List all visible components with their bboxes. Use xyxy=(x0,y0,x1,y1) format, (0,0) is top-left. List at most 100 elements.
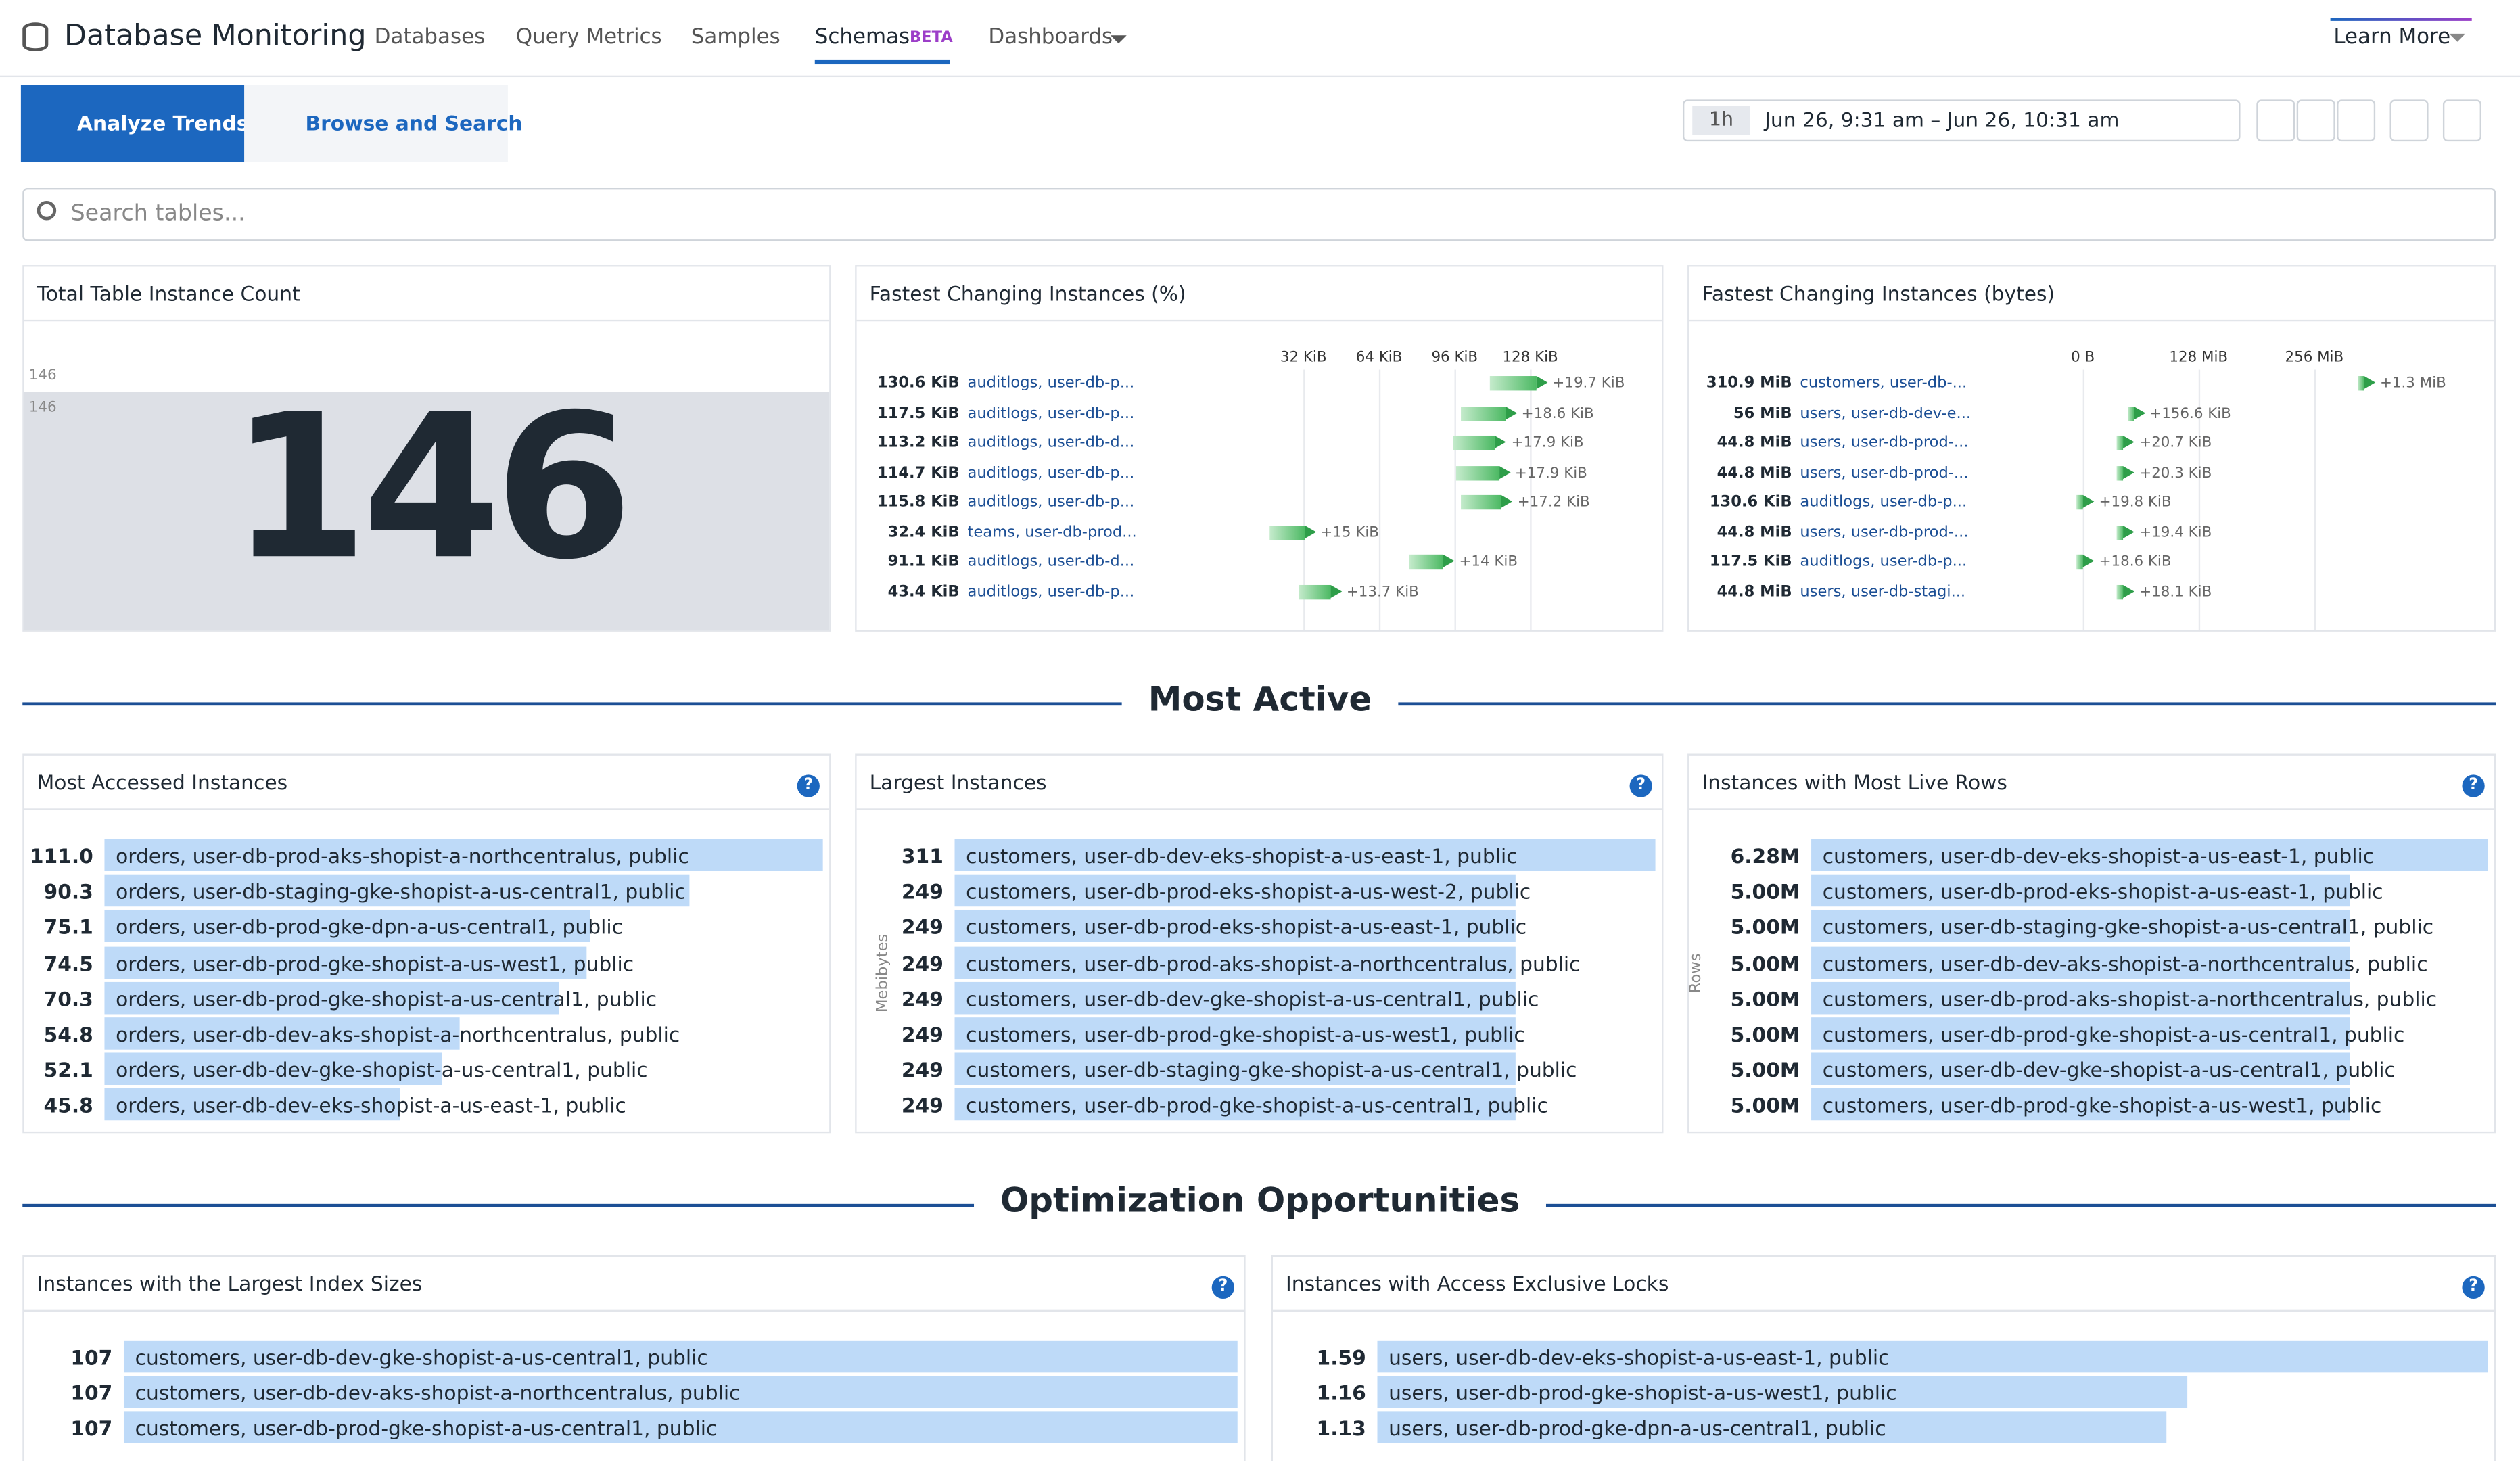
change-bar xyxy=(1460,494,1501,510)
value-label: 5.00M xyxy=(1730,1058,1800,1082)
bar-label[interactable]: customers, user-db-dev-aks-shopist-a-nor… xyxy=(1822,950,2428,975)
time-picker[interactable] xyxy=(1682,99,2241,142)
help-icon[interactable]: ? xyxy=(2462,774,2485,797)
nav-item[interactable]: Schemas xyxy=(814,26,910,50)
nav-item[interactable]: Samples xyxy=(691,26,780,50)
search-box[interactable] xyxy=(22,188,2496,241)
bar-label[interactable]: orders, user-db-dev-gke-shopist-a-us-cen… xyxy=(116,1058,648,1082)
value-label: 249 xyxy=(901,879,943,904)
size-label: 114.7 KiB xyxy=(877,463,960,482)
widget-title: Instances with Most Live Rows xyxy=(1689,756,2494,810)
bar xyxy=(1377,1376,2188,1409)
bar xyxy=(104,1017,459,1050)
time-control[interactable] xyxy=(2442,99,2481,142)
instance-name[interactable]: auditlogs, user-db-p... xyxy=(967,582,1135,601)
widget: Instances with Most Live Rows? Rows 6.28M c… xyxy=(1687,753,2496,1134)
bar-label[interactable]: customers, user-db-prod-gke-shopist-a-us… xyxy=(135,1416,718,1441)
time-control[interactable] xyxy=(2389,99,2429,142)
bar-label[interactable]: customers, user-db-staging-gke-shopist-a… xyxy=(1822,915,2434,940)
help-icon[interactable]: ? xyxy=(1211,1276,1234,1299)
change-bar xyxy=(1409,554,1443,570)
bar-label[interactable]: customers, user-db-prod-gke-shopist-a-us… xyxy=(966,1093,1548,1118)
value-label: 1.59 xyxy=(1316,1345,1366,1370)
size-label: 113.2 KiB xyxy=(877,434,960,452)
bar-label[interactable]: customers, user-db-dev-gke-shopist-a-us-… xyxy=(966,986,1539,1011)
change-label: +17.2 KiB xyxy=(1517,494,1590,511)
change-arrow xyxy=(1304,524,1316,538)
bar-label[interactable]: orders, user-db-prod-gke-shopist-a-us-ce… xyxy=(116,986,657,1011)
bar-label[interactable]: customers, user-db-staging-gke-shopist-a… xyxy=(966,1058,1577,1082)
size-label: 44.8 MiB xyxy=(1717,523,1792,541)
bar-label[interactable]: orders, user-db-prod-aks-shopist-a-north… xyxy=(116,843,689,868)
bar-label[interactable]: users, user-db-dev-eks-shopist-a-us-east… xyxy=(1389,1345,1890,1370)
value-label: 90.3 xyxy=(43,879,93,904)
instance-name[interactable]: customers, user-db-... xyxy=(1800,374,1967,392)
bar-label[interactable]: customers, user-db-dev-aks-shopist-a-nor… xyxy=(135,1381,741,1406)
value-label: 107 xyxy=(70,1345,113,1370)
bar-label[interactable]: orders, user-db-dev-aks-shopist-a-northc… xyxy=(116,1022,680,1046)
value-label: 5.00M xyxy=(1730,950,1800,975)
instance-name[interactable]: users, user-db-prod-... xyxy=(1800,523,1969,541)
bar-label[interactable]: customers, user-db-dev-eks-shopist-a-us-… xyxy=(1822,843,2375,868)
bar-label[interactable]: orders, user-db-dev-eks-shopist-a-us-eas… xyxy=(116,1093,626,1118)
bar-label[interactable]: customers, user-db-prod-gke-shopist-a-us… xyxy=(1822,1022,2405,1046)
instance-name[interactable]: users, user-db-stagi... xyxy=(1800,582,1966,601)
instance-name[interactable]: auditlogs, user-db-p... xyxy=(967,493,1135,511)
bar-label[interactable]: customers, user-db-prod-aks-shopist-a-no… xyxy=(966,950,1581,975)
bar-label[interactable]: customers, user-db-prod-eks-shopist-a-us… xyxy=(966,879,1531,904)
instance-name[interactable]: auditlogs, user-db-d... xyxy=(967,434,1135,452)
bar xyxy=(1811,1088,2350,1121)
bar-label[interactable]: customers, user-db-dev-eks-shopist-a-us-… xyxy=(966,843,1518,868)
bar-label[interactable]: users, user-db-prod-gke-dpn-a-us-central… xyxy=(1389,1416,1886,1441)
bar-label[interactable]: customers, user-db-prod-gke-shopist-a-us… xyxy=(966,1022,1525,1046)
time-control[interactable] xyxy=(2296,99,2335,142)
bar-label[interactable]: customers, user-db-prod-gke-shopist-a-us… xyxy=(1822,1093,2382,1118)
instance-name[interactable]: auditlogs, user-db-p... xyxy=(1800,493,1967,511)
bar-label[interactable]: customers, user-db-dev-gke-shopist-a-us-… xyxy=(1822,1058,2396,1082)
tab[interactable]: Browse and Search xyxy=(244,85,523,163)
help-icon[interactable]: ? xyxy=(1629,774,1652,797)
time-control[interactable] xyxy=(2337,99,2376,142)
instance-name[interactable]: auditlogs, user-db-d... xyxy=(967,553,1135,571)
help-icon[interactable]: ? xyxy=(797,774,820,797)
instance-name[interactable]: auditlogs, user-db-p... xyxy=(1800,553,1967,571)
bar-label[interactable]: customers, user-db-prod-eks-shopist-a-us… xyxy=(966,915,1527,940)
learn-more-accent xyxy=(2330,18,2472,21)
value-label: 54.8 xyxy=(43,1022,93,1046)
bar xyxy=(954,1017,1516,1050)
nav-item[interactable]: Databases xyxy=(374,26,486,50)
instance-name[interactable]: teams, user-db-prod... xyxy=(967,523,1137,541)
bar-label[interactable]: users, user-db-prod-gke-shopist-a-us-wes… xyxy=(1389,1381,1897,1406)
bar-label[interactable]: customers, user-db-prod-aks-shopist-a-no… xyxy=(1822,986,2437,1011)
bar-label[interactable]: orders, user-db-staging-gke-shopist-a-us… xyxy=(116,879,686,904)
tab-active[interactable]: Analyze Trends xyxy=(20,85,248,163)
grid-line xyxy=(2314,369,2316,630)
bar-label[interactable]: orders, user-db-prod-gke-dpn-a-us-centra… xyxy=(116,915,623,940)
bar-label[interactable]: customers, user-db-dev-gke-shopist-a-us-… xyxy=(135,1345,708,1370)
bar xyxy=(104,981,560,1014)
bar-label[interactable]: customers, user-db-prod-eks-shopist-a-us… xyxy=(1822,879,2383,904)
instance-name[interactable]: users, user-db-prod-... xyxy=(1800,463,1969,482)
nav-item[interactable]: Query Metrics xyxy=(515,26,662,50)
instance-name[interactable]: users, user-db-prod-... xyxy=(1800,434,1969,452)
nav-item[interactable]: Dashboards xyxy=(988,26,1113,50)
help-icon[interactable]: ? xyxy=(2462,1276,2485,1299)
instance-name[interactable]: auditlogs, user-db-p... xyxy=(967,374,1135,392)
instance-name[interactable]: users, user-db-dev-e... xyxy=(1800,404,1971,422)
bar xyxy=(104,1088,401,1121)
tick-label: 0 B xyxy=(2071,350,2095,367)
learn-more[interactable]: Learn More xyxy=(2333,26,2451,50)
change-bar xyxy=(1461,406,1506,421)
tick-label: 256 MiB xyxy=(2285,350,2344,367)
size-label: 44.8 MiB xyxy=(1717,434,1792,452)
bar-label[interactable]: orders, user-db-prod-gke-shopist-a-us-we… xyxy=(116,950,634,975)
time-control[interactable] xyxy=(2256,99,2295,142)
widget-title: Instances with the Largest Index Sizes xyxy=(24,1257,1244,1312)
value-label: 249 xyxy=(901,986,943,1011)
change-arrow xyxy=(2082,494,2095,508)
bar xyxy=(1377,1340,2488,1373)
instance-name[interactable]: auditlogs, user-db-p... xyxy=(967,404,1135,422)
size-label: 115.8 KiB xyxy=(877,493,960,511)
bar xyxy=(104,1052,442,1086)
instance-name[interactable]: auditlogs, user-db-p... xyxy=(967,463,1135,482)
